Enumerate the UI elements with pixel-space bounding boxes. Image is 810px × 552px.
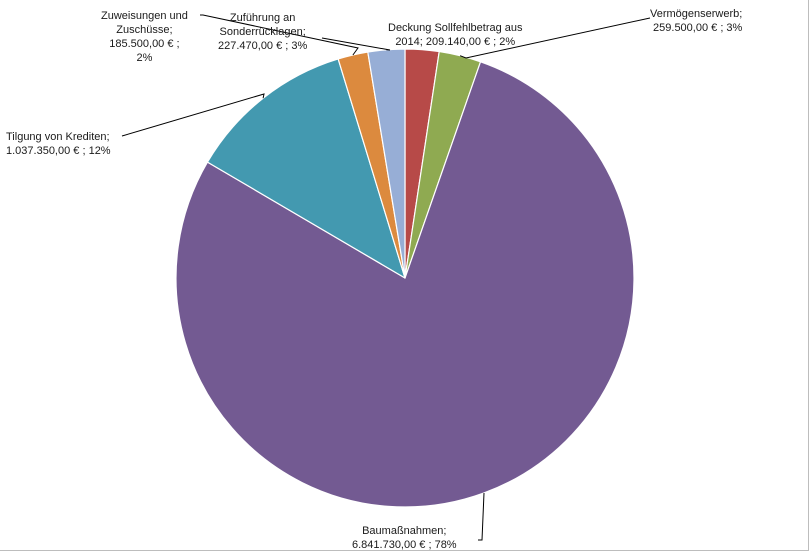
- data-label-line: 2014; 209.140,00 € ; 2%: [395, 36, 516, 48]
- leader-line-zuweisungen-und-zuschuesse: [200, 14, 359, 56]
- data-label-line: 2%: [136, 52, 153, 64]
- data-label-line: Zuschüsse;: [116, 24, 173, 36]
- data-label-line: Zuweisungen und: [101, 10, 188, 22]
- data-label-baumassnahmen: Baumaßnahmen; 6.841.730,00 € ; 78%: [352, 524, 457, 552]
- data-label-zuweisungen-und-zuschuesse: Zuweisungen und Zuschüsse; 185.500,00 € …: [101, 9, 188, 65]
- pie-slice-tilgung-von-krediten: [206, 58, 406, 279]
- data-label-line: Sonderrücklagen;: [219, 26, 306, 38]
- pie-slice-baumassnahmen: [175, 61, 635, 508]
- data-label-line: 1.037.350,00 € ; 12%: [6, 145, 111, 157]
- leader-line-baumassnahmen: [478, 492, 485, 541]
- data-label-line: Baumaßnahmen;: [362, 525, 447, 537]
- data-label-line: 259.500,00 € ; 3%: [653, 22, 743, 34]
- data-label-line: Zuführung an: [229, 12, 296, 24]
- leader-line-tilgung-von-krediten: [121, 93, 265, 137]
- data-label-line: Vermögenserwerb;: [650, 8, 743, 20]
- data-label-vermoegenserwerb: Vermögenserwerb; 259.500,00 € ; 3%: [650, 7, 742, 35]
- data-label-deckung-sollfehlbetrag: Deckung Sollfehlbetrag aus 2014; 209.140…: [388, 21, 523, 49]
- data-label-tilgung-von-krediten: Tilgung von Krediten; 1.037.350,00 € ; 1…: [6, 130, 111, 158]
- data-label-zufuehrung-an-sonderruecklagen: Zuführung an Sonderrücklagen; 227.470,00…: [218, 11, 307, 53]
- data-label-line: Deckung Sollfehlbetrag aus: [388, 22, 523, 34]
- data-label-line: 185.500,00 € ;: [109, 38, 180, 50]
- leader-line-vermoegenserwerb: [459, 17, 651, 59]
- data-label-line: 227.470,00 € ; 3%: [218, 40, 308, 52]
- leader-line-zufuehrung-an-sonderruecklagen: [321, 37, 391, 51]
- data-label-line: 6.841.730,00 € ; 78%: [352, 539, 457, 551]
- data-label-line: Tilgung von Krediten;: [6, 131, 110, 143]
